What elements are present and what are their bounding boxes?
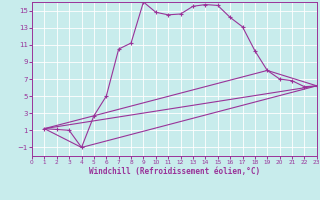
X-axis label: Windchill (Refroidissement éolien,°C): Windchill (Refroidissement éolien,°C) [89,167,260,176]
